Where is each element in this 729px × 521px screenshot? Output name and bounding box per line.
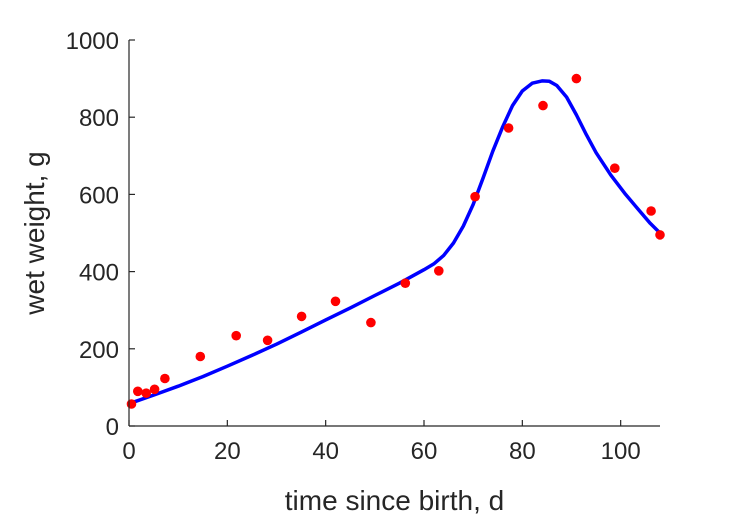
data-point xyxy=(610,163,620,173)
data-point xyxy=(160,373,170,384)
y-tick-label: 800 xyxy=(79,105,119,132)
data-point xyxy=(149,384,160,395)
data-point xyxy=(231,330,241,341)
data-point xyxy=(655,230,665,240)
data-point xyxy=(646,206,656,216)
data-point xyxy=(133,386,143,397)
data-point xyxy=(141,388,151,399)
data-point xyxy=(400,278,411,289)
y-axis-label: wet weight, g xyxy=(19,151,50,315)
x-tick-label: 80 xyxy=(509,438,536,465)
y-tick-label: 200 xyxy=(79,337,119,364)
x-tick-label: 0 xyxy=(122,438,135,465)
data-point xyxy=(503,123,514,133)
data-point xyxy=(470,191,480,202)
data-point xyxy=(366,317,376,328)
y-tick-label: 0 xyxy=(106,414,119,441)
y-tick-label: 600 xyxy=(79,182,119,209)
data-point xyxy=(262,335,273,346)
x-tick-label: 20 xyxy=(214,438,241,465)
data-point xyxy=(330,296,341,307)
y-tick-label: 400 xyxy=(79,260,119,287)
data-point xyxy=(126,399,137,409)
x-axis-label: time since birth, d xyxy=(285,485,504,516)
data-point xyxy=(434,266,444,276)
fit-line xyxy=(129,79,662,405)
x-tick-label: 40 xyxy=(312,438,339,465)
data-point xyxy=(195,351,206,362)
x-tick-label: 60 xyxy=(411,438,438,465)
data-point xyxy=(296,311,307,322)
y-tick-label: 1000 xyxy=(66,28,119,55)
axes xyxy=(128,40,660,427)
data-point xyxy=(538,100,548,111)
x-tick-label: 100 xyxy=(601,438,641,465)
data-point xyxy=(571,73,582,84)
